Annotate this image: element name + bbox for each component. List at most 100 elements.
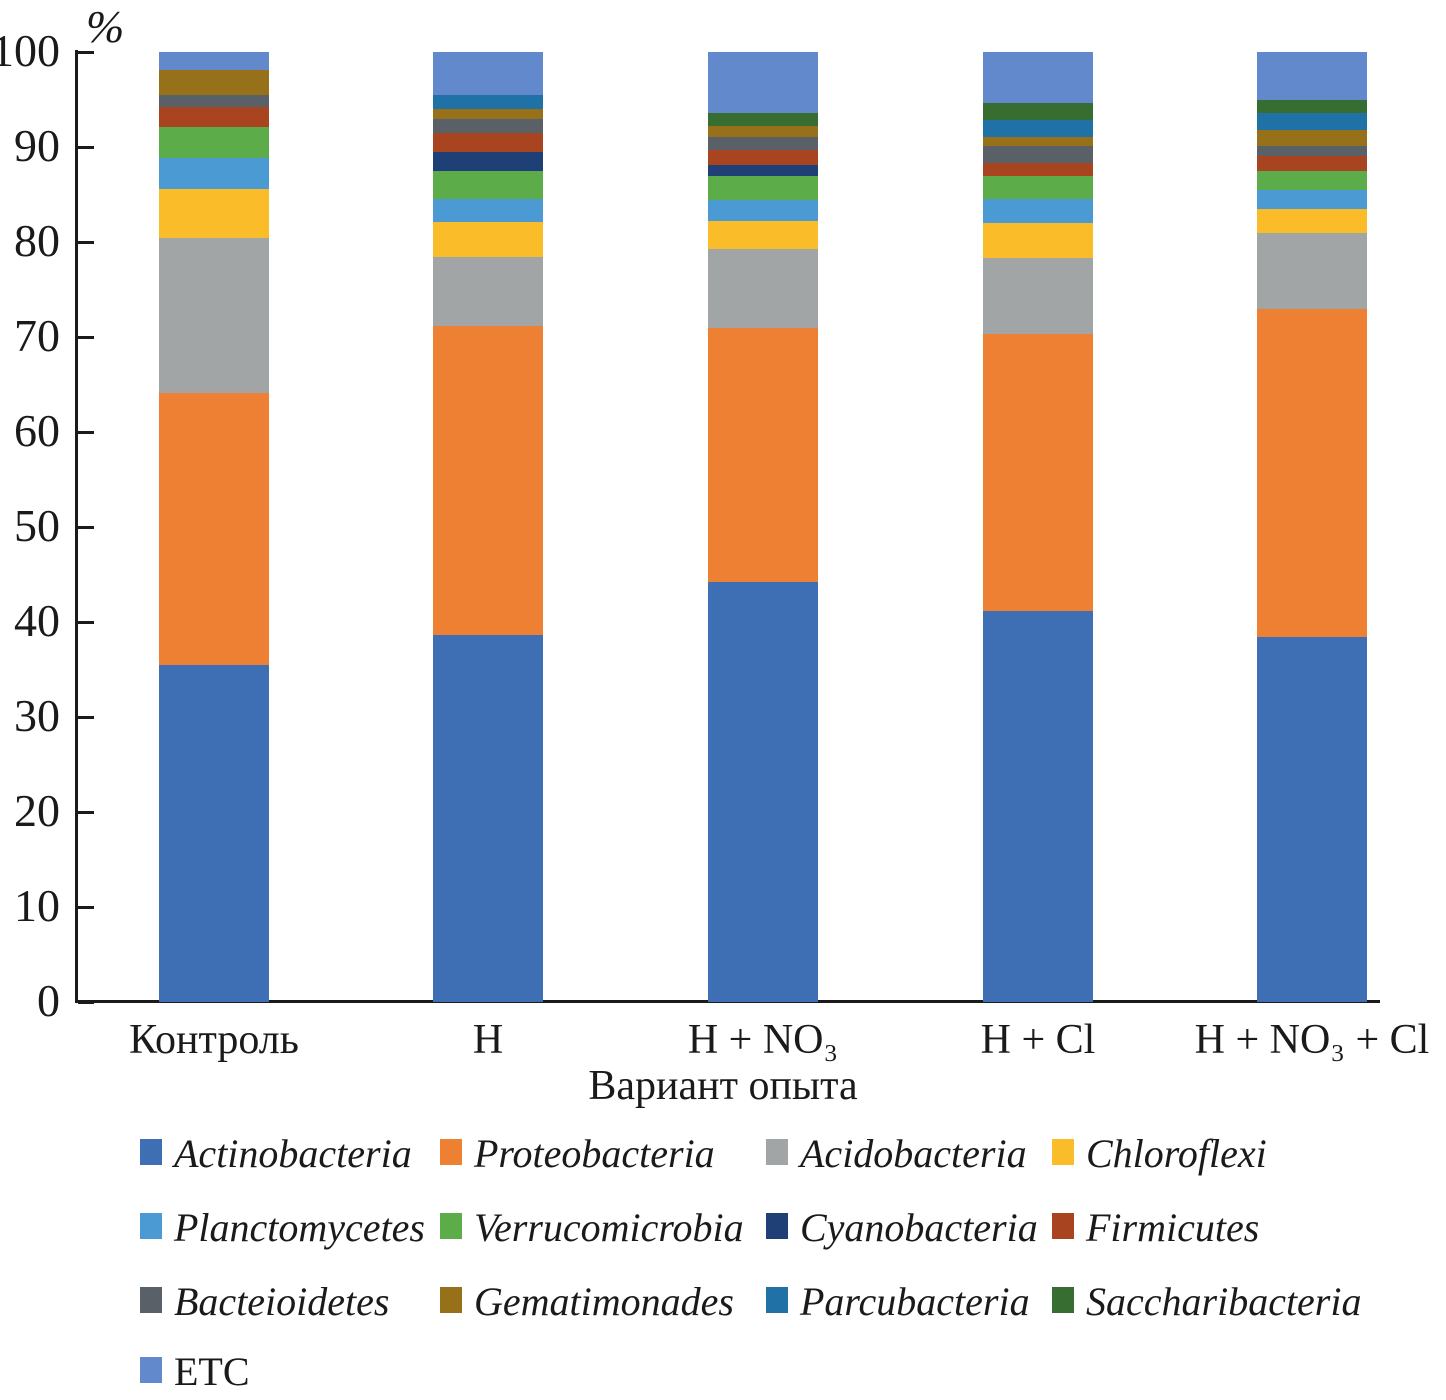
segment-gematimonades [708,126,818,137]
segment-gematimonades [1257,129,1367,147]
segment-proteobacteria [433,325,543,636]
legend-item-bacteioidetes: Bacteioidetes [140,1278,389,1326]
y-tick-mark [78,1000,94,1004]
segment-actinobacteria [983,610,1093,1002]
segment-planctomycetes [159,158,269,189]
legend-item-parcubacteria: Parcubacteria [766,1278,1030,1326]
segment-etc [159,52,269,71]
legend-swatch [140,1287,162,1313]
y-tick-label: 70 [14,310,60,361]
segment-proteobacteria [983,334,1093,611]
legend-label: Firmicutes [1086,1205,1260,1250]
segment-bacteioidetes [433,118,543,133]
segment-planctomycetes [983,199,1093,224]
segment-firmicutes [983,163,1093,177]
y-tick-label: 20 [14,785,60,836]
legend-label: Bacteioidetes [174,1279,390,1324]
legend-item-actinobacteria: Actinobacteria [140,1130,412,1178]
segment-acidobacteria [708,248,818,329]
y-tick-mark [78,430,94,434]
legend-item-gematimonades: Gematimonades [440,1278,734,1326]
segment-firmicutes [159,107,269,128]
segment-verrucomicrobia [159,127,269,159]
legend-swatch [140,1139,162,1165]
x-tick-label: Н [472,1017,504,1063]
legend-item-chloroflexi: Chloroflexi [1052,1130,1267,1178]
legend-swatch [766,1287,788,1313]
legend-label: ETC [174,1349,250,1394]
y-tick-mark [78,525,94,529]
legend-item-firmicutes: Firmicutes [1052,1204,1259,1252]
legend-item-verrucomicrobia: Verrucomicrobia [440,1204,744,1252]
y-tick-label: 80 [14,215,60,266]
legend-swatch [1052,1213,1074,1239]
segment-planctomycetes [708,200,818,222]
segment-actinobacteria [1257,637,1367,1002]
segment-parcubacteria [1257,112,1367,130]
legend-label: Planctomycetes [174,1205,425,1250]
legend-label: Gematimonades [474,1279,734,1324]
y-axis-unit-label: % [86,1,125,52]
y-tick-mark [78,240,94,244]
segment-bacteioidetes [708,136,818,150]
y-tick-mark [78,335,94,339]
x-axis-title: Вариант опыта [588,1063,858,1109]
segment-actinobacteria [708,582,818,1002]
segment-etc [433,52,543,95]
y-tick-mark [78,715,94,719]
segment-proteobacteria [708,328,818,583]
legend-item-etc: ETC [140,1348,250,1396]
y-tick-mark [78,50,94,54]
stacked-bar-5 [1257,52,1367,1002]
legend-label: Verrucomicrobia [474,1205,744,1250]
legend-item-planctomycetes: Planctomycetes [140,1204,425,1252]
y-tick-mark [78,620,94,624]
segment-cyanobacteria [708,165,818,176]
segment-gematimonades [159,70,269,95]
segment-saccharibacteria [708,112,818,127]
legend-label: Actinobacteria [174,1131,412,1176]
segment-planctomycetes [433,199,543,223]
segment-parcubacteria [983,119,1093,137]
segment-verrucomicrobia [708,175,818,201]
y-tick-label: 100 [0,25,60,76]
legend-item-cyanobacteria: Cyanobacteria [766,1204,1038,1252]
plot-area [77,52,1370,1002]
segment-acidobacteria [1257,233,1367,310]
legend-label: Chloroflexi [1086,1131,1267,1176]
y-tick-label: 30 [14,690,60,741]
segment-verrucomicrobia [983,176,1093,200]
legend-swatch [440,1287,462,1313]
y-tick-mark [78,810,94,814]
legend-item-saccharibacteria: Saccharibacteria [1052,1278,1362,1326]
x-tick-label: Н + Cl [980,1017,1096,1063]
segment-chloroflexi [983,223,1093,259]
legend-item-acidobacteria: Acidobacteria [766,1130,1027,1178]
segment-parcubacteria [433,94,543,110]
y-tick-label: 90 [14,120,60,171]
segment-etc [708,52,818,113]
legend-label: Proteobacteria [474,1131,715,1176]
y-tick-label: 0 [37,975,60,1026]
legend-swatch [440,1213,462,1239]
segment-firmicutes [433,132,543,152]
segment-bacteioidetes [1257,146,1367,156]
segment-actinobacteria [159,664,269,1002]
stacked-bar-3 [708,52,818,1002]
legend-label: Cyanobacteria [800,1205,1038,1250]
segment-chloroflexi [708,221,818,249]
segment-planctomycetes [1257,189,1367,209]
stacked-bar-2 [433,52,543,1002]
legend-swatch [766,1139,788,1165]
legend-swatch [1052,1287,1074,1313]
legend-swatch [140,1357,162,1383]
stacked-bar-4 [983,52,1093,1002]
segment-acidobacteria [159,238,269,394]
segment-saccharibacteria [983,103,1093,120]
legend-swatch [1052,1139,1074,1165]
segment-firmicutes [1257,155,1367,171]
segment-verrucomicrobia [433,170,543,200]
legend-label: Parcubacteria [800,1279,1030,1324]
segment-proteobacteria [159,393,269,665]
segment-proteobacteria [1257,309,1367,638]
